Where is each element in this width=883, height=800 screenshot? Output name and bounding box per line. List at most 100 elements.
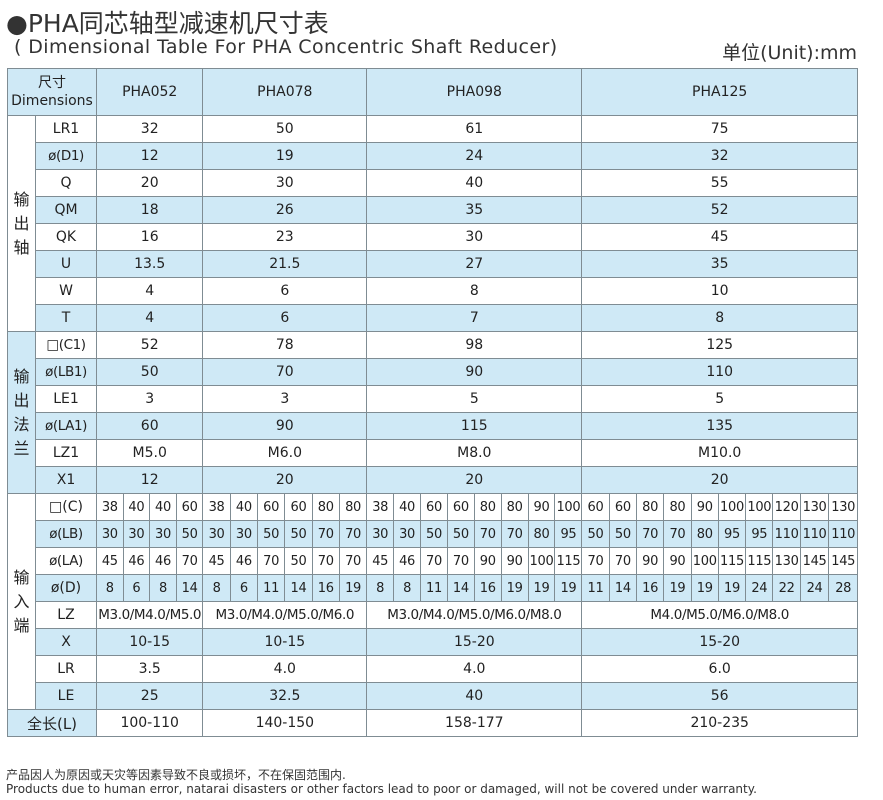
value-cell: 100: [717, 493, 747, 521]
value-cell: 19: [717, 574, 747, 602]
value-cell: 80: [690, 520, 719, 548]
value-cell: 20: [366, 466, 583, 494]
value-cell: 14: [284, 574, 313, 602]
value-cell: 20: [202, 466, 368, 494]
value-cell: 19: [338, 574, 368, 602]
value-cell: 70: [202, 358, 368, 386]
value-cell: 30: [122, 520, 151, 548]
row-label: LE: [35, 682, 97, 710]
value-cell: 23: [202, 223, 368, 251]
value-cell: 12: [95, 466, 204, 494]
table-row: LR 3.5 4.0 4.0 6.0: [8, 655, 858, 683]
value-cell: 11: [581, 574, 610, 602]
value-cell: 70: [175, 547, 204, 575]
value-cell: 11: [420, 574, 448, 602]
value-cell: 80: [527, 520, 556, 548]
table-row: LZ1 M5.0 M6.0 M8.0 M10.0: [8, 439, 858, 467]
value-cell: 8: [581, 304, 858, 332]
table-row: ø(LB1) 50 70 90 110: [8, 358, 858, 386]
value-cell: 70: [446, 547, 475, 575]
row-label: LZ: [35, 601, 97, 629]
dimension-table: 尺寸 Dimensions PHA052 PHA078 PHA098 PHA125 输 出 …: [7, 68, 858, 737]
value-cell: 95: [554, 520, 583, 548]
row-label: W: [35, 277, 97, 305]
value-cell: 16: [473, 574, 502, 602]
corner-cell: 尺寸 Dimensions: [7, 68, 97, 116]
value-cell: 4: [95, 277, 204, 305]
value-cell: 100: [745, 493, 774, 521]
value-cell: 8: [366, 277, 583, 305]
row-label: QK: [35, 223, 97, 251]
value-cell: 32: [95, 115, 204, 143]
value-cell: 6.0: [581, 655, 858, 683]
value-cell: 45: [96, 547, 124, 575]
value-cell: 8: [96, 574, 124, 602]
value-cell: 120: [772, 493, 801, 521]
value-cell: 90: [663, 547, 692, 575]
value-cell: 80: [635, 493, 665, 521]
value-cell: 115: [554, 547, 583, 575]
row-label: U: [35, 250, 97, 278]
value-cell: 5: [581, 385, 858, 413]
value-cell: 70: [635, 520, 665, 548]
value-cell: 30: [366, 223, 583, 251]
value-cell: 135: [581, 412, 858, 440]
value-cell: M3.0/M4.0/M5.0/M6.0/M8.0: [366, 601, 583, 629]
value-cell: 27: [366, 250, 583, 278]
value-cell: 95: [717, 520, 747, 548]
value-cell: 90: [500, 547, 529, 575]
value-cell: 90: [473, 547, 502, 575]
value-cell: 40: [393, 493, 421, 521]
value-cell: 90: [202, 412, 368, 440]
value-cell: 38: [366, 493, 395, 521]
model-header: PHA078: [202, 68, 368, 116]
value-cell: 130: [828, 493, 858, 521]
value-cell: 52: [581, 196, 858, 224]
value-cell: 75: [581, 115, 858, 143]
value-cell: 19: [527, 574, 556, 602]
value-cell: 8: [202, 574, 231, 602]
value-cell: 24: [745, 574, 774, 602]
page-title: ●PHA同芯轴型减速机尺寸表: [6, 9, 329, 38]
value-cell: 45: [202, 547, 231, 575]
value-cell: 19: [202, 142, 368, 170]
value-cell: M6.0: [202, 439, 368, 467]
footnote-en: Products due to human error, natarai dis…: [6, 782, 757, 796]
table-row: LE1 3 3 5 5: [8, 385, 858, 413]
section-label: 输 入 端: [7, 493, 36, 710]
value-cell: 70: [311, 520, 340, 548]
value-cell: 6: [202, 277, 368, 305]
value-cell: 90: [366, 358, 583, 386]
table-row: LZ M3.0/M4.0/M5.0 M3.0/M4.0/M5.0/M6.0 M3.0/…: [8, 601, 858, 629]
value-cell: 5: [366, 385, 583, 413]
value-cell: 80: [311, 493, 340, 521]
row-label: □(C): [35, 493, 97, 521]
table-row: 输 出 法 兰 □(C1) 52 78 98 125: [7, 331, 858, 494]
value-cell: 6: [229, 574, 259, 602]
row-label: QM: [35, 196, 97, 224]
value-cell: 50: [446, 520, 475, 548]
table-row: 输 出 轴 LR1 32 50 61 75: [7, 115, 858, 332]
value-cell: 110: [799, 520, 830, 548]
value-cell: 30: [202, 520, 231, 548]
value-cell: 45: [581, 223, 858, 251]
value-cell: 40: [122, 493, 151, 521]
value-cell: 25: [95, 682, 204, 710]
value-cell: 24: [366, 142, 583, 170]
value-cell: 50: [256, 520, 286, 548]
value-cell: 50: [284, 520, 313, 548]
value-cell: 15-20: [366, 628, 583, 656]
value-cell: 95: [745, 520, 774, 548]
value-cell: 35: [581, 250, 858, 278]
value-cell: 35: [366, 196, 583, 224]
value-cell: M4.0/M5.0/M6.0/M8.0: [581, 601, 858, 629]
model-header: PHA098: [366, 68, 583, 116]
value-cell: 60: [446, 493, 475, 521]
row-label: ø(LA): [35, 547, 97, 575]
row-label: T: [35, 304, 97, 332]
row-label: X: [35, 628, 97, 656]
value-cell: 125: [581, 331, 858, 359]
value-cell: 30: [202, 169, 368, 197]
value-cell: 60: [95, 412, 204, 440]
value-cell: 70: [473, 520, 502, 548]
